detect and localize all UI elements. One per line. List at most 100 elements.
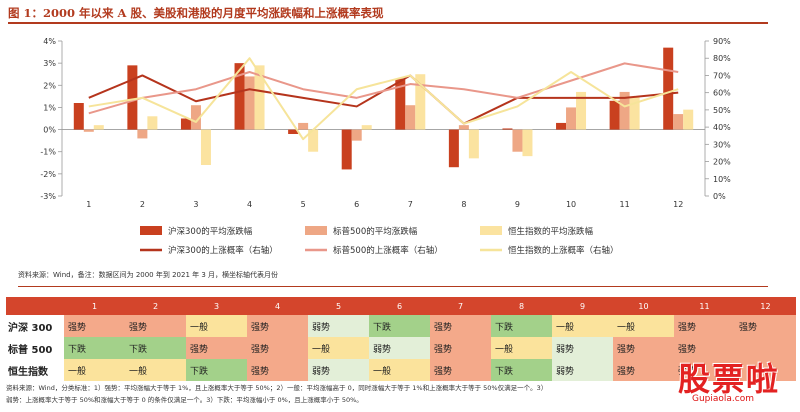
legend-label: 标普500的上涨概率（右轴） [333,245,443,256]
table-cell: 一般 [613,315,674,337]
bar [83,129,94,132]
x-tick-label: 7 [408,200,413,209]
note-divider [18,286,768,287]
bar [683,109,694,130]
y-tick-label: 0% [43,126,56,135]
bar [190,105,201,130]
bar [361,125,372,130]
y-tick-label: 2% [43,81,56,90]
bar [147,116,158,130]
bar [415,74,426,130]
monthly-strength-table: 1 2 3 4 5 6 7 8 9 10 11 12 沪深 300 强势 强势 一般 强势 弱势 下跌 强势 下跌 一般… [6,297,796,381]
bar [73,103,84,130]
bar [448,129,459,168]
bar [244,76,255,130]
bar [298,122,309,130]
table-cell: 下跌 [491,315,552,337]
bar [351,129,362,141]
table-cell: 一般 [308,337,369,359]
bar [288,129,299,134]
bar [566,107,577,130]
month-header: 1 [64,297,125,315]
table-cell: 弱势 [369,337,430,359]
bar [308,129,319,152]
line-series-group [88,57,679,141]
table-cell: 强势 [125,315,186,337]
table-cell: 弱势 [308,359,369,381]
table-cell: 强势 [430,337,491,359]
legend-swatch [305,226,327,235]
table-cell: 下跌 [64,337,125,359]
legend-label: 沪深300的上涨概率（右轴） [168,245,278,256]
classification-footnote: 资料来源：Wind，分类标准：1）强势：平均涨幅大于等于 1%，且上涨概率大于等… [6,382,547,406]
y2-tick-label: 70% [713,71,731,80]
table-cell: 强势 [186,337,247,359]
x-tick-label: 4 [247,200,252,209]
y-tick-label: 1% [43,103,56,112]
month-header: 12 [735,297,796,315]
month-header: 7 [430,297,491,315]
title-divider [8,22,768,24]
y2-tick-label: 10% [713,175,731,184]
table-cell: 弱势 [552,337,613,359]
bar [405,105,416,130]
y-tick-label: -2% [40,170,56,179]
chart-source-note: 资料来源：Wind，备注：数据区间为 2000 年到 2021 年 3 月，横坐… [18,271,279,279]
y2-tick-label: 0% [713,192,726,201]
month-header: 5 [308,297,369,315]
bar [609,100,620,130]
legend-label: 标普500的平均涨跌幅 [333,226,418,237]
bar [619,91,630,130]
table-cell: 一般 [369,359,430,381]
row-header: 恒生指数 [6,359,64,381]
bar [234,63,245,130]
y-tick-label: -3% [40,192,56,201]
month-header: 2 [125,297,186,315]
table-cell: 强势 [674,315,735,337]
table-cell: 弱势 [552,359,613,381]
x-tick-label: 11 [620,200,630,209]
bar [93,125,104,130]
table-cell: 强势 [247,337,308,359]
x-tick-label: 6 [354,200,359,209]
bar-line-chart: -3% -2% -1% 0% 1% 2% 3% 4% 0% 10% 20% 30% 40% 50% 60% 7… [40,37,731,256]
table-body: 沪深 300 强势 强势 一般 强势 弱势 下跌 强势 下跌 一般 一般 强势 强势 标普 500 下跌 下跌… [6,315,796,381]
table-cell: 一般 [125,359,186,381]
series-line [88,62,679,115]
x-tick-label: 2 [140,200,145,209]
legend-label: 沪深300的平均涨跌幅 [168,226,253,237]
legend-label: 恒生指数的平均涨跌幅 [508,226,594,237]
month-header: 8 [491,297,552,315]
table-cell: 下跌 [369,315,430,337]
bar [341,129,352,170]
table-cell: 强势 [247,315,308,337]
month-header: 6 [369,297,430,315]
table-cell: 强势 [430,359,491,381]
month-header: 10 [613,297,674,315]
chart-title: 图 1：2000 年以来 A 股、美股和港股的月度平均涨跌幅和上涨概率表现 [8,6,384,20]
bar [137,129,148,139]
table-cell: 强势 [247,359,308,381]
chart-legend: 沪深300的平均涨跌幅 标普500的平均涨跌幅 恒生指数的平均涨跌幅沪深300的上涨… [140,226,619,256]
table-row: 沪深 300 强势 强势 一般 强势 弱势 下跌 强势 下跌 一般 一般 强势 强势 [6,315,796,337]
table-corner [6,297,64,315]
x-tick-label: 8 [461,200,466,209]
y2-tick-label: 80% [713,54,731,63]
bar [254,65,265,130]
month-header: 11 [674,297,735,315]
table-cell [735,337,796,359]
footnote-line-2: 弱势：上涨概率大于等于 50%和涨幅大于等于 0 的条件仅满足一个。3）下跌：平… [6,396,363,404]
x-tick-label: 3 [193,200,198,209]
watermark-logo-text: 股票啦 [678,360,781,398]
bar [522,129,533,157]
series-line [88,57,679,141]
y2-tick-label: 40% [713,123,731,132]
table-cell: 强势 [613,359,674,381]
table-cell: 强势 [735,315,796,337]
x-tick-label: 10 [566,200,576,209]
bar [663,47,674,130]
bar [556,122,567,130]
month-header: 4 [247,297,308,315]
table-cell: 强势 [430,315,491,337]
table-header-row: 1 2 3 4 5 6 7 8 9 10 11 12 [6,297,796,315]
